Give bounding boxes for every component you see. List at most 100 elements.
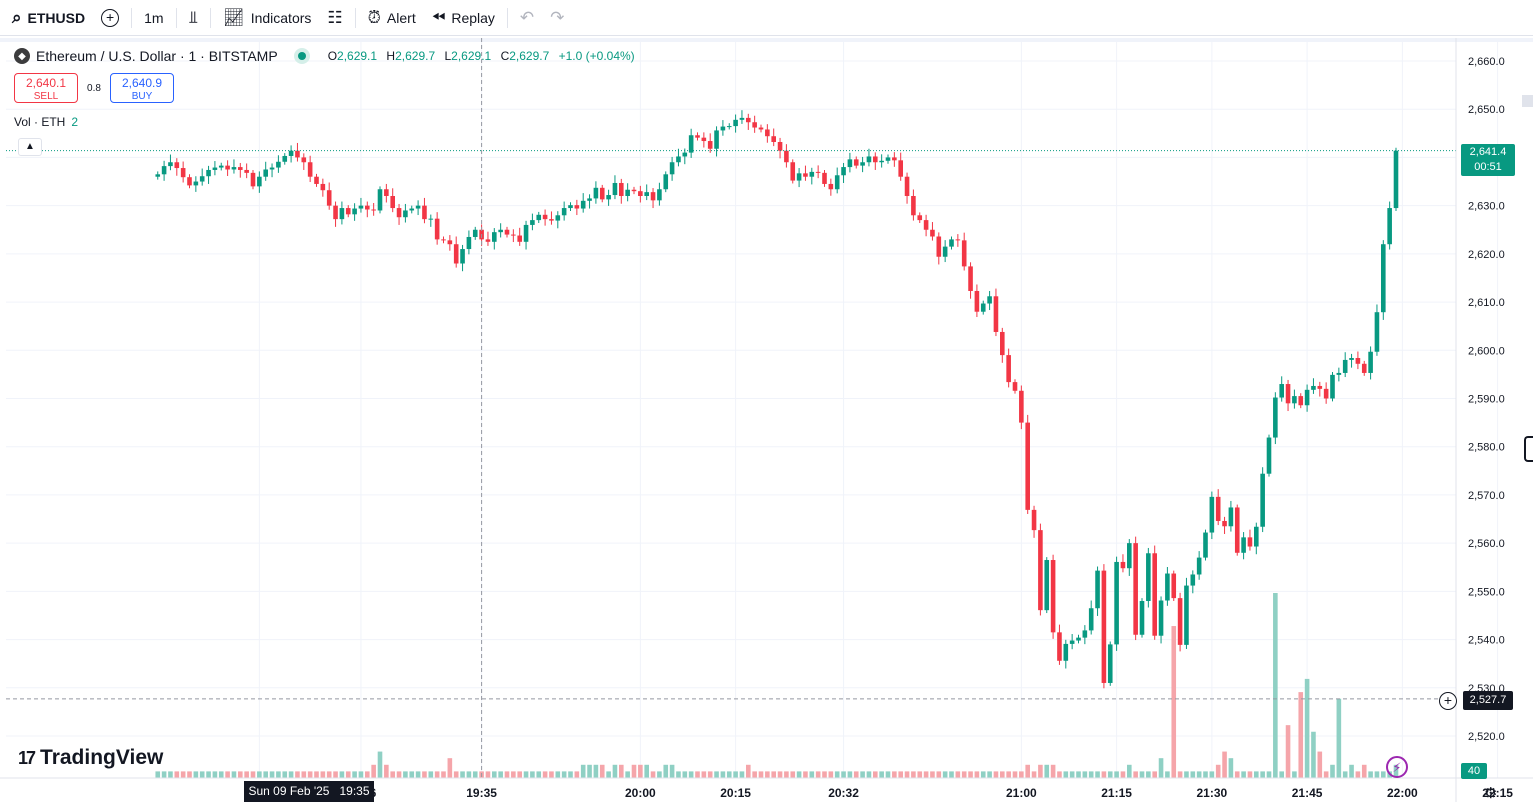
volume-bar bbox=[834, 771, 840, 778]
volume-bar bbox=[225, 771, 230, 778]
candle-body bbox=[1355, 358, 1361, 364]
volume-bar bbox=[1088, 771, 1094, 778]
side-panel-handle[interactable] bbox=[1524, 436, 1533, 462]
divider bbox=[131, 7, 133, 28]
volume-bar bbox=[568, 771, 573, 778]
candle-body bbox=[1393, 150, 1399, 209]
volume-bar bbox=[1146, 771, 1151, 778]
volume-bar bbox=[1292, 771, 1297, 778]
volume-bar bbox=[726, 771, 732, 778]
candle-body bbox=[1107, 644, 1113, 683]
candle-body bbox=[1069, 640, 1075, 644]
tradingview-logo[interactable]: 17 TradingView bbox=[18, 746, 163, 770]
volume-bar bbox=[301, 771, 307, 778]
volume-bar bbox=[676, 771, 681, 778]
candle-body bbox=[911, 196, 916, 216]
buy-button[interactable]: 2,640.9 BUY bbox=[110, 73, 174, 103]
candle-body bbox=[828, 183, 834, 190]
candle-body bbox=[1171, 573, 1177, 599]
volume-bar bbox=[422, 771, 427, 778]
buy-price: 2,640.9 bbox=[121, 76, 163, 90]
volume-bar bbox=[898, 771, 903, 778]
volume-bar bbox=[841, 771, 846, 778]
candle-body bbox=[161, 166, 167, 175]
templates-button[interactable]: ☷ bbox=[319, 0, 350, 36]
volume-bar bbox=[1044, 764, 1050, 778]
volume-bar bbox=[669, 764, 675, 778]
symbol-title[interactable]: Ethereum / U.S. Dollar · 1 · BITSTAMP bbox=[36, 48, 278, 64]
volume-bar bbox=[307, 771, 313, 778]
volume-bar bbox=[504, 771, 510, 778]
volume-bar bbox=[1381, 771, 1386, 778]
candle-body bbox=[1101, 570, 1107, 683]
candle-body bbox=[650, 192, 656, 201]
x-tick-label: 22:00 bbox=[1387, 786, 1418, 800]
candle-body bbox=[428, 218, 434, 220]
last-price-label: 2,641.4 00:51 bbox=[1461, 144, 1515, 176]
volume-bar bbox=[1120, 771, 1126, 778]
market-status-icon[interactable] bbox=[297, 52, 306, 60]
volume-bar bbox=[688, 771, 694, 778]
volume-bar bbox=[892, 771, 897, 778]
y-tick-label: 2,600.0 bbox=[1468, 345, 1505, 357]
candle-body bbox=[1215, 496, 1221, 521]
candle-body bbox=[568, 205, 573, 209]
price-chart[interactable]: 2,660.02,650.02,640.02,630.02,620.02,610… bbox=[0, 38, 1533, 802]
compare-symbol-button[interactable]: + bbox=[93, 0, 127, 36]
chart-pane[interactable] bbox=[0, 38, 1533, 802]
lightning-icon[interactable]: ⚡︎ bbox=[1386, 756, 1408, 778]
volume-bar bbox=[930, 771, 935, 778]
candle-body bbox=[504, 229, 510, 235]
sell-price: 2,640.1 bbox=[25, 76, 67, 90]
candle-body bbox=[841, 167, 846, 176]
volume-bar bbox=[1127, 764, 1132, 778]
volume-bar bbox=[434, 771, 440, 778]
collapse-legend-button[interactable]: ▲ bbox=[18, 138, 42, 156]
volume-bar bbox=[1095, 771, 1100, 778]
volume-bar bbox=[530, 771, 535, 778]
volume-bar bbox=[1317, 751, 1323, 778]
volume-bar bbox=[746, 764, 751, 778]
candle-body bbox=[409, 208, 415, 211]
interval-button[interactable]: 1m bbox=[136, 0, 171, 36]
volume-bar bbox=[1349, 764, 1354, 778]
candle-body bbox=[238, 167, 243, 170]
candle-body bbox=[974, 290, 980, 312]
candle-body bbox=[453, 244, 459, 264]
symbol-search-button[interactable]: ⌕ ETHUSD bbox=[0, 0, 93, 36]
volume-bar bbox=[1260, 771, 1265, 778]
volume-bar bbox=[1285, 725, 1291, 778]
volume-bar bbox=[333, 771, 338, 778]
candle-body bbox=[1196, 557, 1202, 575]
add-alert-plus-icon[interactable]: + bbox=[1439, 692, 1457, 710]
candle-body bbox=[1222, 520, 1227, 527]
candle-body bbox=[688, 135, 694, 153]
candle-body bbox=[1247, 537, 1253, 547]
indicators-button[interactable]: 📈︎ Indicators bbox=[215, 0, 319, 36]
volume-bar bbox=[593, 764, 599, 778]
redo-button[interactable]: ↷ bbox=[542, 0, 572, 36]
replay-button[interactable]: ⏪︎ Replay bbox=[424, 0, 503, 36]
sell-button[interactable]: 2,640.1 SELL bbox=[14, 73, 78, 103]
candle-body bbox=[765, 129, 770, 137]
undo-button[interactable]: ↶ bbox=[512, 0, 542, 36]
volume-bar bbox=[1311, 731, 1316, 778]
volume-bar bbox=[599, 764, 605, 778]
alert-button[interactable]: ⏰︎ Alert bbox=[360, 0, 424, 36]
volume-bar bbox=[168, 771, 173, 778]
candle-body bbox=[1266, 437, 1272, 474]
gear-icon[interactable]: ⚙ bbox=[1484, 785, 1498, 802]
candle-body bbox=[923, 220, 929, 230]
candle-body bbox=[212, 167, 218, 170]
candle-body bbox=[663, 174, 669, 190]
volume-legend[interactable]: Vol · ETH 2 bbox=[14, 115, 78, 129]
volume-bar bbox=[1184, 771, 1189, 778]
volume-bar bbox=[269, 771, 275, 778]
volume-bar bbox=[612, 764, 618, 778]
candle-body bbox=[822, 172, 827, 184]
candle-body bbox=[847, 159, 853, 168]
chart-type-button[interactable]: ⫫ bbox=[181, 0, 207, 36]
scale-handle[interactable] bbox=[1522, 95, 1533, 107]
candle-body bbox=[936, 236, 942, 257]
candle-body bbox=[365, 205, 370, 210]
